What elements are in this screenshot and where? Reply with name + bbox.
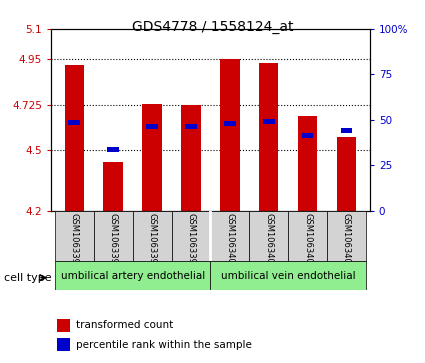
FancyBboxPatch shape: [133, 211, 172, 261]
Bar: [340, 129, 352, 134]
Text: umbilical vein endothelial: umbilical vein endothelial: [221, 271, 355, 281]
Bar: [302, 133, 313, 138]
Text: GSM1063408: GSM1063408: [342, 213, 351, 269]
FancyBboxPatch shape: [55, 211, 94, 261]
Bar: [220, 59, 240, 211]
Text: umbilical artery endothelial: umbilical artery endothelial: [60, 271, 205, 281]
FancyBboxPatch shape: [210, 211, 249, 261]
Text: GSM1063399: GSM1063399: [187, 213, 196, 269]
FancyBboxPatch shape: [288, 211, 327, 261]
Text: GSM1063397: GSM1063397: [109, 213, 118, 269]
Text: percentile rank within the sample: percentile rank within the sample: [76, 340, 252, 350]
Bar: [57, 319, 70, 332]
FancyBboxPatch shape: [172, 211, 210, 261]
FancyBboxPatch shape: [327, 211, 366, 261]
Text: GSM1063405: GSM1063405: [225, 213, 234, 269]
Bar: [65, 65, 84, 211]
Bar: [181, 105, 201, 211]
FancyBboxPatch shape: [210, 261, 366, 290]
Bar: [103, 162, 123, 211]
Text: GDS4778 / 1558124_at: GDS4778 / 1558124_at: [132, 20, 293, 34]
Bar: [185, 124, 197, 129]
FancyBboxPatch shape: [94, 211, 133, 261]
Bar: [298, 116, 317, 211]
Text: GSM1063398: GSM1063398: [147, 213, 156, 269]
Bar: [337, 137, 356, 211]
Bar: [259, 63, 278, 211]
Text: transformed count: transformed count: [76, 320, 174, 330]
Bar: [224, 121, 235, 126]
Text: cell type: cell type: [4, 273, 52, 283]
Bar: [68, 120, 80, 125]
Text: GSM1063396: GSM1063396: [70, 213, 79, 269]
FancyBboxPatch shape: [249, 211, 288, 261]
Bar: [108, 147, 119, 152]
Bar: [263, 119, 275, 124]
Bar: [142, 104, 162, 211]
FancyBboxPatch shape: [55, 261, 210, 290]
Text: GSM1063407: GSM1063407: [303, 213, 312, 269]
Bar: [57, 338, 70, 351]
Bar: [146, 124, 158, 129]
Text: GSM1063406: GSM1063406: [264, 213, 273, 269]
